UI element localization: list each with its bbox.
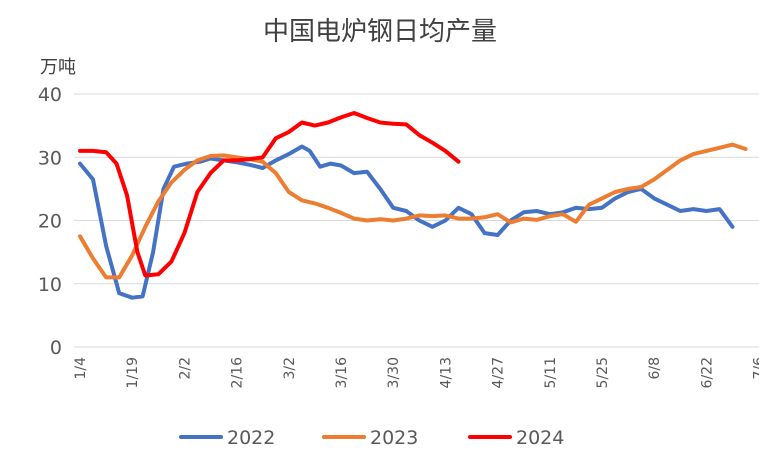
y-axis-unit: 万吨	[40, 57, 76, 78]
legend-label: 2022	[227, 427, 275, 449]
x-tick-label: 5/25	[595, 357, 611, 388]
x-tick-label: 1/4	[73, 357, 89, 380]
y-tick-label: 0	[50, 337, 62, 359]
series-lines	[78, 111, 748, 300]
x-tick-label: 3/16	[334, 357, 350, 389]
legend-label: 2023	[370, 427, 418, 449]
legend-label: 2024	[516, 427, 564, 449]
x-tick-label: 4/13	[438, 357, 454, 388]
y-tick-label: 20	[38, 211, 62, 233]
x-tick-label: 6/22	[699, 357, 715, 388]
y-tick-label: 30	[38, 147, 62, 169]
x-tick-label: 6/8	[647, 357, 663, 380]
x-tick-label: 2/2	[177, 357, 193, 380]
series-line-2024	[78, 111, 461, 278]
x-tick-label: 3/2	[282, 357, 298, 380]
chart-title: 中国电炉钢日均产量	[263, 17, 497, 47]
legend: 2022 2023 2024	[179, 427, 564, 449]
gridlines	[74, 93, 759, 348]
x-tick-label: 3/30	[386, 357, 402, 388]
y-axis-ticks: 0 10 20 30 40	[38, 84, 62, 359]
series-line-2023	[78, 142, 748, 280]
series-line-2022	[78, 144, 735, 300]
x-tick-label: 2/16	[230, 357, 246, 389]
y-tick-label: 40	[38, 84, 62, 106]
x-axis-ticks: 1/4 1/19 2/2 2/16 3/2 3/16 3/30 4/13 4/27 5/11 5/2…	[73, 357, 759, 389]
x-tick-label: 5/11	[543, 357, 559, 388]
x-tick-label: 4/27	[491, 357, 507, 388]
x-tick-label: 1/19	[125, 357, 141, 388]
x-tick-label: 7/6	[752, 357, 759, 380]
y-tick-label: 10	[38, 274, 62, 296]
